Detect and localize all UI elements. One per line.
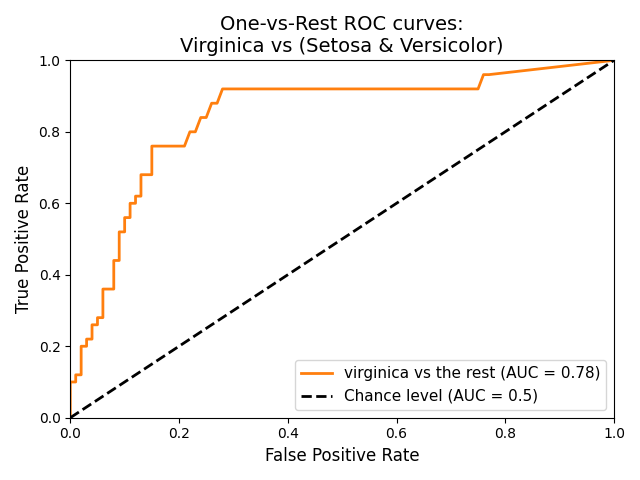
virginica vs the rest (AUC = 0.78) [191, 129, 199, 135]
virginica vs the rest (AUC = 0.78) [99, 315, 107, 321]
virginica vs the rest (AUC = 0.78) [67, 415, 74, 420]
virginica vs the rest (AUC = 0.78) [339, 86, 346, 92]
virginica vs the rest (AUC = 0.78) [485, 72, 493, 77]
Line: virginica vs the rest (AUC = 0.78): virginica vs the rest (AUC = 0.78) [70, 60, 614, 418]
Legend: virginica vs the rest (AUC = 0.78), Chance level (AUC = 0.5): virginica vs the rest (AUC = 0.78), Chan… [295, 360, 606, 410]
virginica vs the rest (AUC = 0.78) [77, 343, 85, 349]
virginica vs the rest (AUC = 0.78) [110, 258, 118, 264]
Title: One-vs-Rest ROC curves:
Virginica vs (Setosa & Versicolor): One-vs-Rest ROC curves: Virginica vs (Se… [180, 15, 504, 56]
virginica vs the rest (AUC = 0.78) [610, 58, 618, 63]
Y-axis label: True Positive Rate: True Positive Rate [15, 165, 33, 313]
X-axis label: False Positive Rate: False Positive Rate [265, 447, 419, 465]
